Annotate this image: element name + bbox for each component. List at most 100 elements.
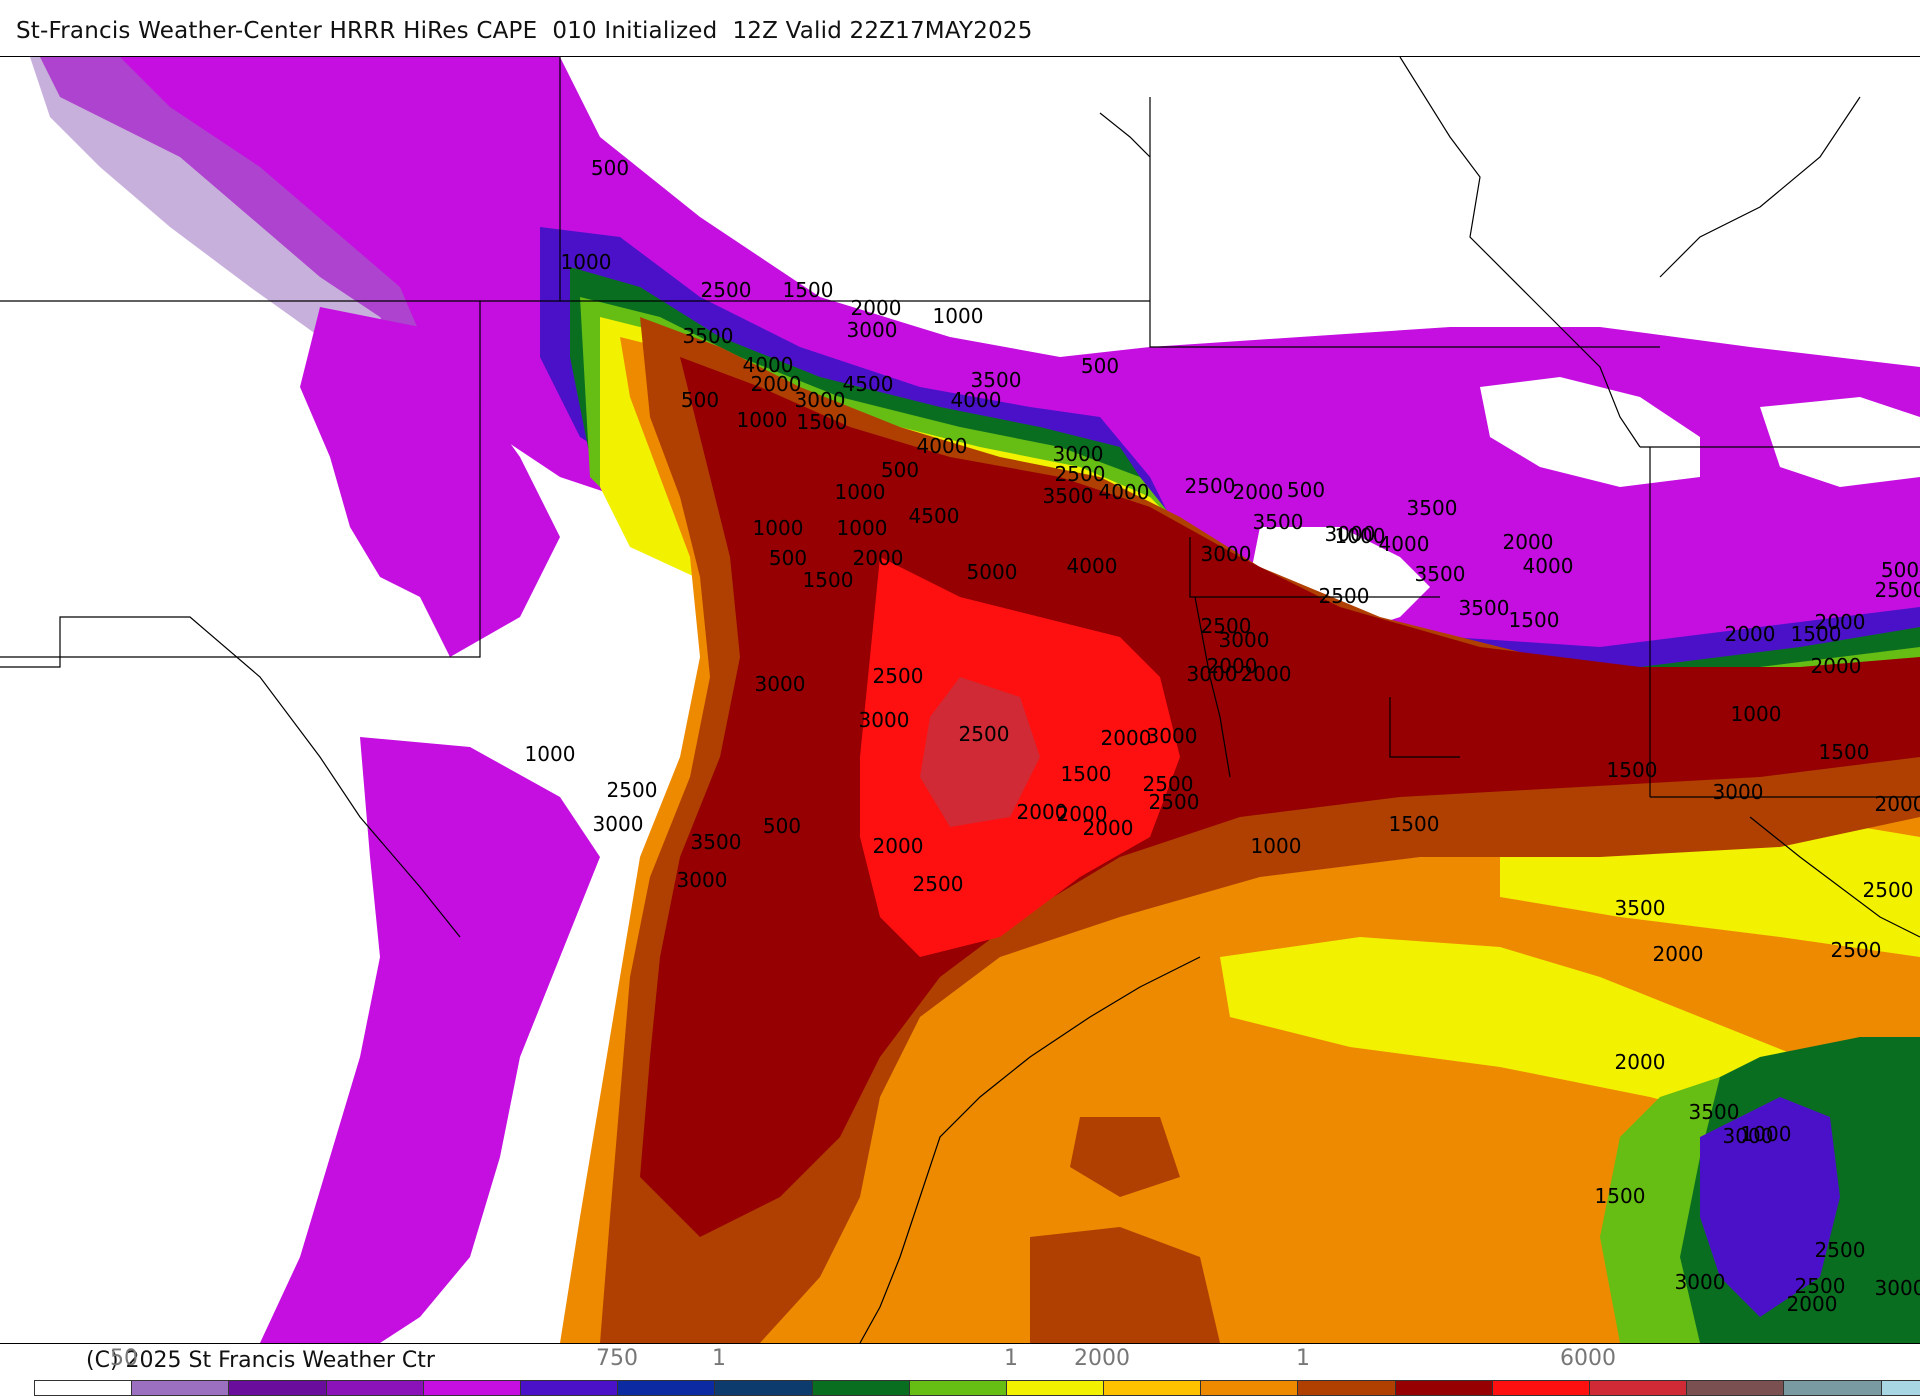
cape-hole-2 <box>1480 377 1700 487</box>
contour-label: 2500 <box>1831 938 1882 962</box>
contour-label: 3000 <box>677 868 728 892</box>
contour-label: 1000 <box>835 480 886 504</box>
contour-label: 1500 <box>1509 608 1560 632</box>
contour-label: 2500 <box>1055 462 1106 486</box>
contour-label: 2500 <box>1201 614 1252 638</box>
contour-label: 2500 <box>1149 790 1200 814</box>
contour-label: 4000 <box>1379 532 1430 556</box>
contour-label: 3000 <box>1147 724 1198 748</box>
contour-label: 2000 <box>1233 480 1284 504</box>
colorbar-swatch <box>326 1381 424 1395</box>
colorbar-swatch <box>812 1381 910 1395</box>
contour-label: 1500 <box>783 278 834 302</box>
cape-fill-lavender-north <box>30 57 430 377</box>
contour-label: 3000 <box>1187 662 1238 686</box>
contour-label: 3500 <box>1253 510 1304 534</box>
copyright-text: (C) 2025 St Francis Weather Ctr <box>86 1348 435 1373</box>
contour-label: 3500 <box>1689 1100 1740 1124</box>
contour-label: 3000 <box>847 318 898 342</box>
cape-fill-purple-west <box>300 307 560 657</box>
river-border-2 <box>1659 96 1861 278</box>
colorbar-tick: 1 <box>1296 1346 1310 1371</box>
colorbar-swatch <box>1492 1381 1590 1395</box>
contour-label: 4000 <box>1067 554 1118 578</box>
colorbar-swatch <box>520 1381 619 1395</box>
contour-label: 1500 <box>1607 758 1658 782</box>
contour-label: 3500 <box>1615 896 1666 920</box>
contour-label: 3000 <box>1201 542 1252 566</box>
contour-label: 3000 <box>1875 1276 1920 1300</box>
contour-label: 1000 <box>1335 524 1386 548</box>
contour-label: 500 <box>881 458 919 482</box>
contour-label: 2500 <box>1185 474 1236 498</box>
contour-label: 3000 <box>755 672 806 696</box>
contour-label: 2500 <box>607 778 658 802</box>
colorbar-swatch <box>229 1381 327 1395</box>
contour-label: 2000 <box>853 546 904 570</box>
cape-fill-purple-north <box>40 57 1920 737</box>
contour-label: 3500 <box>683 324 734 348</box>
contour-label: 1000 <box>525 742 576 766</box>
contour-label: 3000 <box>1053 442 1104 466</box>
colorbar-swatch <box>618 1381 716 1395</box>
contour-label: 2500 <box>1795 1274 1846 1298</box>
contour-label: 3500 <box>1415 562 1466 586</box>
contour-label: 1000 <box>753 516 804 540</box>
contour-label: 2000 <box>1615 1050 1666 1074</box>
contour-label: 2500 <box>1863 878 1914 902</box>
state-border-13 <box>1749 816 1920 938</box>
contour-label: 4500 <box>909 504 960 528</box>
cape-fill-ltgreen-north <box>580 297 1920 777</box>
contour-label: 2000 <box>1787 1292 1838 1316</box>
colorbar-swatch <box>1201 1381 1299 1395</box>
contour-label: 2000 <box>851 296 902 320</box>
state-border-14 <box>1099 112 1151 158</box>
contour-label: 2000 <box>1101 726 1152 750</box>
colorbar-swatch <box>132 1381 230 1395</box>
cape-fill-brown-south2 <box>1070 1117 1180 1197</box>
contour-label: 500 <box>681 388 719 412</box>
cape-map: 500 1000 2500 1500 2000 1000 3500 3000 4000 2000 4… <box>0 56 1920 1344</box>
contour-label: 3000 <box>859 708 910 732</box>
contour-label: 2000 <box>1207 654 1258 678</box>
contour-label: 1000 <box>1731 702 1782 726</box>
colorbar-swatch <box>1590 1381 1688 1395</box>
state-border-8 <box>1194 596 1231 778</box>
colorbar-swatch <box>1006 1381 1105 1395</box>
colorbar-tick: 750 <box>596 1346 638 1371</box>
contour-label: 2500 <box>873 664 924 688</box>
cape-fill-purple-west2 <box>260 737 600 1343</box>
contour-label: 500 <box>769 546 807 570</box>
contour-label: 3500 <box>1459 596 1510 620</box>
contour-label: 2000 <box>1083 816 1134 840</box>
contour-label: 500 <box>763 814 801 838</box>
state-border-6 <box>1149 301 1660 348</box>
contour-label: 3000 <box>1325 522 1376 546</box>
contour-label: 500 <box>1881 558 1919 582</box>
colorbar-swatch <box>1687 1381 1785 1395</box>
contour-label: 2000 <box>873 834 924 858</box>
contour-label: 1500 <box>1061 762 1112 786</box>
colorbar-swatch <box>1104 1381 1202 1395</box>
cape-fill-red2 <box>920 677 1040 827</box>
colorbar-swatch <box>1395 1381 1493 1395</box>
contour-label: 2500 <box>1319 584 1370 608</box>
cape-fill-darkred <box>640 357 1920 1237</box>
colorbar-swatch <box>1298 1381 1396 1395</box>
contour-label: 3000 <box>1219 628 1270 652</box>
contour-label: 2000 <box>1725 622 1776 646</box>
contour-label: 2500 <box>913 872 964 896</box>
contour-label: 1500 <box>803 568 854 592</box>
contour-label: 2000 <box>1057 802 1108 826</box>
colorbar-swatch <box>1784 1381 1882 1395</box>
contour-label: 4000 <box>1523 554 1574 578</box>
contour-label: 1000 <box>1741 1122 1792 1146</box>
colorbar-swatch <box>909 1381 1007 1395</box>
colorbar-tick: 2000 <box>1074 1346 1130 1371</box>
contour-label: 4000 <box>917 434 968 458</box>
contour-label: 3500 <box>1407 496 1458 520</box>
contour-label: 2000 <box>1653 942 1704 966</box>
contour-label: 2500 <box>1815 1238 1866 1262</box>
